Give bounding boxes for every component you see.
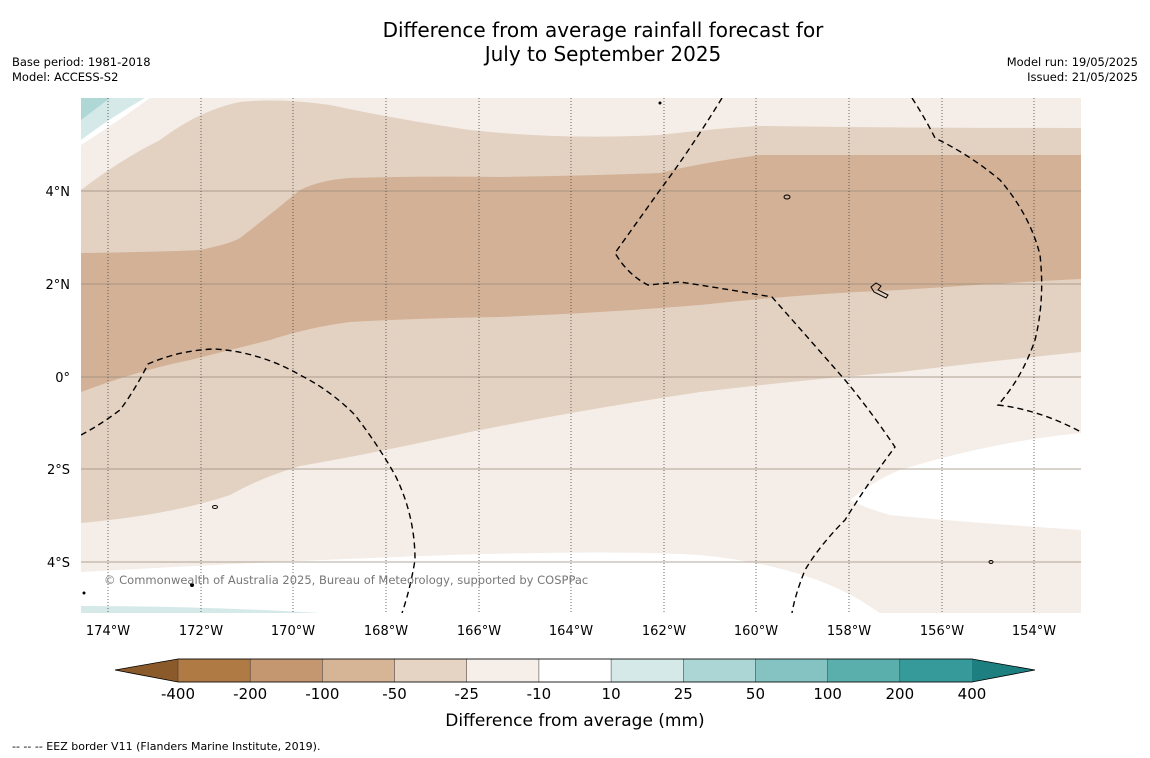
colorbar-cell xyxy=(755,658,829,683)
base-period: Base period: 1981-2018 xyxy=(12,55,151,69)
lat-label: 4°N xyxy=(46,185,71,200)
title-line-1: Difference from average rainfall forecas… xyxy=(382,18,824,42)
colorbar-tick-label: 25 xyxy=(674,685,693,703)
colorbar-outline xyxy=(114,658,1036,683)
colorbar-tick-label: -25 xyxy=(454,685,479,703)
island xyxy=(82,591,86,595)
island xyxy=(870,282,889,299)
lon-label: 154°W xyxy=(1012,624,1056,639)
island xyxy=(658,101,662,105)
lat-labels: 4°N 2°N 0° 2°S 4°S xyxy=(46,185,71,571)
colorbar-tick-label: -50 xyxy=(382,685,407,703)
colorbar-cell xyxy=(683,658,757,683)
model-name: Model: ACCESS-S2 xyxy=(12,70,119,84)
region-wetter-south xyxy=(81,606,320,613)
colorbar-cell xyxy=(827,658,901,683)
colorbar-low-arrow xyxy=(115,659,178,682)
colorbar-cell xyxy=(322,658,396,683)
lon-label: 172°W xyxy=(179,624,223,639)
rainfall-map xyxy=(81,98,1081,613)
region-neutral-east-wedge xyxy=(850,433,1081,530)
colorbar: -400 -200 -100 -50 -25 -10 10 25 50 100 200 400 Dif… xyxy=(114,658,1036,731)
category-darker-brown xyxy=(81,155,1081,392)
issued-date: Issued: 21/05/2025 xyxy=(1027,70,1138,84)
copyright-notice: © Commonwealth of Australia 2025, Bureau… xyxy=(104,573,588,587)
lat-label: 2°N xyxy=(46,278,71,293)
colorbar-ticks: -400 -200 -100 -50 -25 -10 10 25 50 100 200 400 xyxy=(161,685,986,703)
region-neutral-south xyxy=(81,552,880,613)
title-line-2: July to September 2025 xyxy=(484,42,722,66)
colorbar-cell xyxy=(899,658,973,683)
lon-label: 160°W xyxy=(734,624,778,639)
colorbar-high-arrow xyxy=(972,659,1035,682)
eez-footnote: -- -- -- EEZ border V11 (Flanders Marine… xyxy=(12,740,321,753)
eez-borders xyxy=(81,98,1081,613)
colorbar-cell xyxy=(538,658,612,683)
colorbar-tick-label: -200 xyxy=(233,685,267,703)
lat-label: 2°S xyxy=(47,463,70,478)
lon-labels: 174°W 172°W 170°W 168°W 166°W 164°W 162°… xyxy=(86,624,1056,639)
gridlines xyxy=(81,98,1081,613)
colorbar-tick-label: 100 xyxy=(813,685,842,703)
colorbar-tick-label: -100 xyxy=(305,685,339,703)
eez-border-east xyxy=(911,98,1081,433)
island xyxy=(783,194,791,200)
colorbar-tick-label: 50 xyxy=(746,685,765,703)
chart-title: Difference from average rainfall forecas… xyxy=(0,18,1150,66)
colorbar-title: Difference from average (mm) xyxy=(445,711,704,731)
colorbar-cell xyxy=(394,658,468,683)
colorbar-cell xyxy=(466,658,540,683)
lon-label: 162°W xyxy=(642,624,686,639)
lat-label: 0° xyxy=(55,371,70,386)
region-wetter-light xyxy=(81,98,145,140)
lon-label: 158°W xyxy=(827,624,871,639)
colorbar-tick-label: -400 xyxy=(161,685,195,703)
lon-label: 174°W xyxy=(86,624,130,639)
metadata-left: Base period: 1981-2018 Model: ACCESS-S2 xyxy=(12,55,151,85)
lon-label: 168°W xyxy=(364,624,408,639)
colorbar-tick-label: 10 xyxy=(602,685,621,703)
colorbar-tick-label: -10 xyxy=(527,685,552,703)
lon-label: 156°W xyxy=(920,624,964,639)
islands xyxy=(82,101,994,595)
colorbar-cell xyxy=(610,658,685,683)
lon-label: 170°W xyxy=(271,624,315,639)
lon-label: 164°W xyxy=(549,624,593,639)
lat-label: 4°S xyxy=(47,556,70,571)
model-run: Model run: 19/05/2025 xyxy=(1006,55,1138,69)
colorbar-cell xyxy=(177,658,251,683)
colorbar-cells xyxy=(177,658,973,683)
island xyxy=(988,560,994,564)
lon-label: 166°W xyxy=(457,624,501,639)
colorbar-cell xyxy=(249,658,324,683)
island xyxy=(212,505,218,509)
colorbar-tick-label: 400 xyxy=(958,685,987,703)
colorbar-tick-label: 200 xyxy=(885,685,914,703)
eez-border-central xyxy=(614,98,896,613)
metadata-right: Model run: 19/05/2025 Issued: 21/05/2025 xyxy=(1007,55,1138,85)
island xyxy=(190,583,194,587)
region-wetter-medium xyxy=(81,98,110,120)
